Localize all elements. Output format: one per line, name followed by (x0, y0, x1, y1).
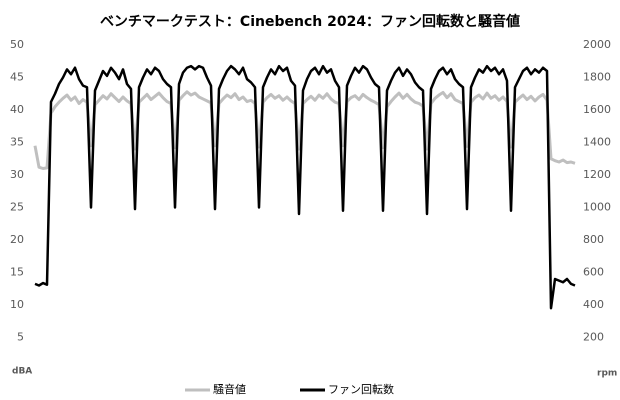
y-tick-label: 10 (10, 298, 24, 311)
legend-label: 騒音値 (213, 382, 246, 396)
legend-label: ファン回転数 (328, 383, 394, 396)
y-tick-label: 50 (10, 38, 24, 51)
y-tick-label: 30 (10, 168, 24, 181)
y-tick-label: 35 (10, 136, 24, 149)
y2-tick-label: 1400 (583, 136, 611, 149)
y2-tick-label: 1600 (583, 103, 611, 116)
y2-tick-label: 200 (583, 331, 604, 344)
series-line (33, 90, 576, 170)
y2-tick-label: 1000 (583, 201, 611, 214)
y2-tick-label: 400 (583, 298, 604, 311)
series-line (34, 64, 576, 310)
chart-title: ベンチマークテスト：Cinebench 2024：ファン回転数と騒音値 (100, 13, 520, 30)
y-tick-label: 20 (10, 233, 24, 246)
y2-tick-label: 1200 (583, 168, 611, 181)
y-tick-label: 45 (10, 71, 24, 84)
y-tick-label: 40 (10, 103, 24, 116)
y2-tick-label: 800 (583, 233, 604, 246)
y-tick-label: 5 (17, 331, 24, 344)
y-tick-label: 15 (10, 266, 24, 279)
y2-tick-label: 1800 (583, 71, 611, 84)
y-axis-label: dBA (12, 367, 32, 377)
y2-tick-label: 2000 (583, 38, 611, 51)
y2-tick-label: 600 (583, 266, 604, 279)
y2-axis-label: rpm (597, 369, 617, 379)
y-tick-label: 25 (10, 201, 24, 214)
